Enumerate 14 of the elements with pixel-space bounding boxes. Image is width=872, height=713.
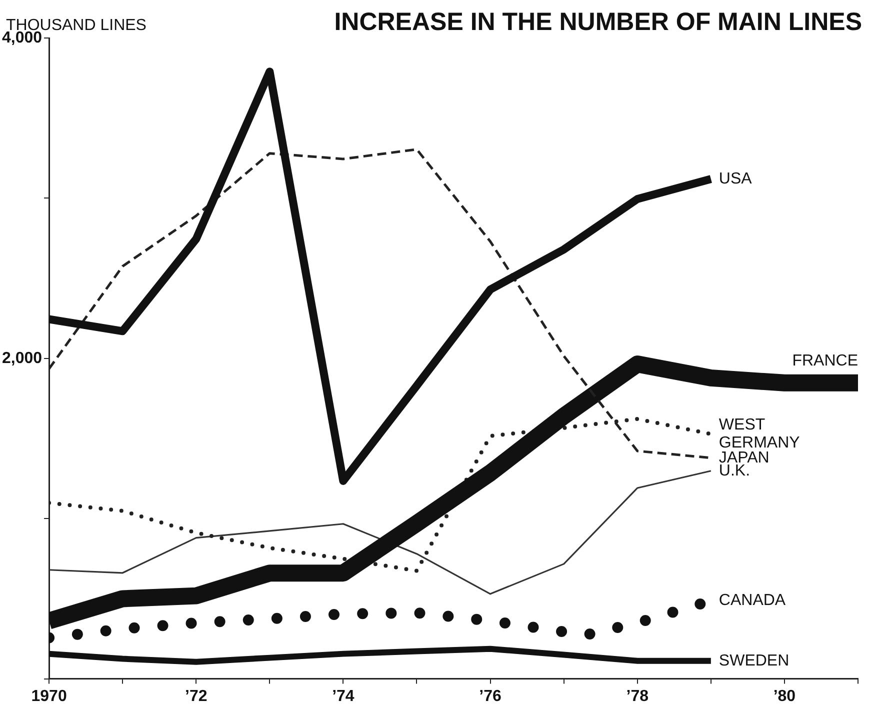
x-tick-label: ’80: [773, 688, 796, 705]
series-label: WEST GERMANY: [718, 416, 800, 452]
series-label: USA: [718, 170, 752, 188]
x-tick-label: ’76: [479, 688, 502, 705]
series-label: SWEDEN: [718, 652, 790, 670]
series-label: FRANCE: [792, 352, 858, 370]
series-label: U.K.: [718, 462, 750, 480]
y-tick-label: 2,000: [2, 350, 42, 367]
series-label: CANADA: [718, 592, 786, 610]
x-tick-label: ’74: [332, 688, 354, 705]
chart-title: INCREASE IN THE NUMBER OF MAIN LINES: [334, 8, 862, 36]
x-tick-label: 1970: [31, 688, 67, 705]
x-tick-label: ’78: [626, 688, 649, 705]
x-tick-label: ’72: [185, 688, 208, 705]
